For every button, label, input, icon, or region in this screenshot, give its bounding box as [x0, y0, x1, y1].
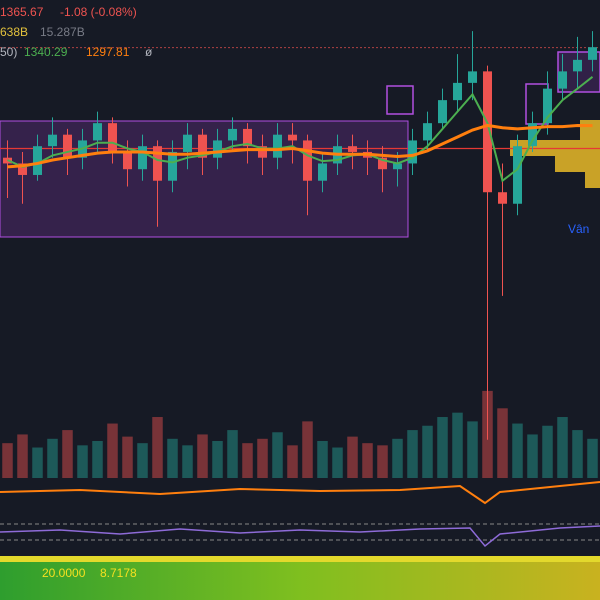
volume-bar	[92, 440, 103, 478]
bottom-value: 20.0000	[42, 566, 86, 580]
volume-bar	[557, 417, 568, 478]
volume-bar	[437, 417, 448, 478]
candle-body	[183, 134, 192, 152]
volume-bar	[347, 436, 358, 478]
ma-value: 1340.29	[24, 45, 68, 59]
volume-bar	[62, 430, 73, 478]
volume-bar	[257, 438, 268, 478]
candle-body	[483, 71, 492, 193]
volume-bar	[467, 421, 478, 478]
volume-bar	[542, 425, 553, 478]
candle-body	[408, 140, 417, 164]
bottom-value: 8.7178	[100, 566, 137, 580]
candle-body	[18, 163, 27, 175]
volume-bar	[377, 445, 388, 478]
candle-body	[93, 123, 102, 141]
volume-bar	[17, 434, 28, 478]
candle-body	[438, 100, 447, 124]
volume-bar	[512, 423, 523, 478]
candle-body	[318, 163, 327, 181]
volume-bar	[197, 434, 208, 478]
candle-body	[543, 88, 552, 124]
candle-body	[423, 123, 432, 141]
candle-body	[453, 82, 462, 101]
candle-body	[63, 134, 72, 158]
bottom-band-top	[0, 556, 600, 562]
volume-bar	[47, 438, 58, 478]
candle-body	[138, 146, 147, 170]
ma-label: 50)	[0, 45, 17, 59]
candle-body	[513, 146, 522, 204]
last-price: 1365.67	[0, 5, 44, 19]
candle-body	[123, 151, 132, 170]
volume-bar	[302, 421, 313, 478]
candle-body	[48, 134, 57, 147]
volume-bar	[272, 432, 283, 478]
candle-body	[228, 128, 237, 141]
candle-body	[108, 123, 117, 152]
candle-body	[33, 146, 42, 175]
candle-body	[273, 134, 282, 158]
candle-body	[573, 59, 582, 72]
volume-bar	[212, 440, 223, 478]
volume-bar	[452, 412, 463, 478]
candle-body	[198, 134, 207, 158]
volume-bar	[527, 434, 538, 478]
volume-bar	[587, 438, 598, 478]
price-change: -1.08 (-0.08%)	[60, 5, 137, 19]
volume-bar	[107, 423, 118, 478]
volume-bar	[2, 443, 13, 478]
ma-end: ø	[145, 45, 153, 59]
moving-average	[7, 123, 593, 169]
side-label: Vân	[568, 222, 589, 236]
candle-body	[498, 192, 507, 204]
volume-bar	[407, 430, 418, 478]
volume-bar	[167, 438, 178, 478]
volume-bar	[332, 447, 343, 478]
candle-body	[528, 123, 537, 147]
volume-bar	[122, 436, 133, 478]
volume-bar	[242, 443, 253, 478]
ma-value: 1297.81	[86, 45, 130, 59]
volume-bar	[362, 443, 373, 478]
volume-value: 638B	[0, 25, 28, 39]
candle-body	[588, 47, 597, 60]
indicator-line	[0, 481, 600, 505]
candle-body	[558, 71, 567, 89]
volume-bar	[182, 445, 193, 478]
volume-bar	[32, 447, 43, 478]
volume-bar	[572, 430, 583, 478]
candle-body	[168, 151, 177, 181]
volume-bar	[497, 408, 508, 478]
volume-bar	[137, 443, 148, 478]
candle-body	[303, 140, 312, 181]
candle-body	[243, 128, 252, 147]
volume-bar	[227, 430, 238, 478]
candle-body	[348, 146, 357, 152]
annotation-box	[386, 85, 414, 115]
candle-body	[468, 71, 477, 83]
candle-body	[213, 140, 222, 158]
candle-body	[153, 146, 162, 181]
candle-body	[378, 157, 387, 170]
volume-bar	[422, 425, 433, 478]
volume-bar	[152, 417, 163, 478]
candle-body	[393, 163, 402, 170]
volume-bar	[392, 438, 403, 478]
bottom-band	[0, 556, 600, 600]
candle-body	[258, 146, 267, 158]
candle-body	[288, 134, 297, 141]
volume-bar	[287, 445, 298, 478]
volume-bar	[317, 440, 328, 478]
indicator-line	[0, 525, 600, 548]
volume-bar	[77, 445, 88, 478]
volume-average: 15.287B	[40, 25, 85, 39]
